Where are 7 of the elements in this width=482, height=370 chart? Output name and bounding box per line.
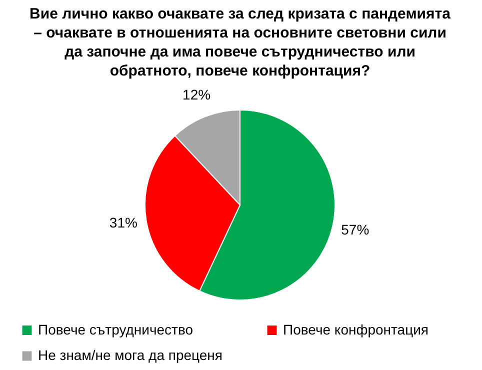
legend-label: Повече конфронтация (283, 321, 429, 338)
chart-title: Вие лично какво очаквате за след кризата с пандемията – очаквате в отношенията на основните световни сили да започне да има повече сътрудничество или обратното, повече конфронтация? (30, 5, 452, 80)
data-label: 12% (182, 86, 211, 102)
legend-label: Повече сътрудничество (38, 321, 194, 338)
data-label: 57% (341, 222, 370, 238)
legend-label: Не знам/не мога да преценя (38, 347, 222, 363)
data-label: 31% (109, 214, 138, 230)
